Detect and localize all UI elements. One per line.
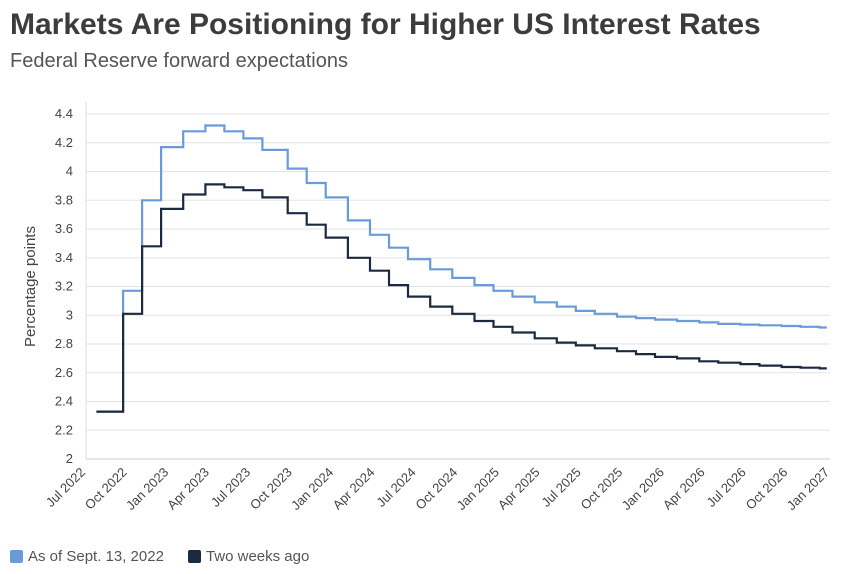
legend-label-two-weeks-ago: Two weeks ago: [205, 548, 310, 565]
x-tick-label: Jul 2026: [704, 465, 749, 510]
y-tick-label: 3.4: [55, 250, 73, 265]
chart-title: Markets Are Positioning for Higher US In…: [10, 8, 761, 41]
x-tick-label: Oct 2022: [82, 465, 130, 513]
chart-subtitle: Federal Reserve forward expectations: [10, 50, 348, 72]
x-tick-label: Oct 2023: [247, 465, 295, 513]
legend-swatch-two-weeks-ago: [187, 550, 201, 563]
y-tick-label: 3.6: [55, 221, 73, 236]
legend-item-as-of-sept-13: As of Sept. 13, 2022: [10, 548, 164, 565]
y-axis-title: Percentage points: [22, 226, 39, 347]
x-tick-label: Apr 2025: [495, 465, 543, 513]
y-tick-label: 4.4: [55, 106, 73, 121]
y-tick-label: 2.4: [55, 394, 73, 409]
x-tick-label: Apr 2024: [330, 465, 378, 513]
x-tick-label: Jan 2025: [454, 465, 502, 513]
y-tick-label: 2.8: [55, 336, 73, 351]
y-tick-label: 2: [66, 451, 73, 466]
series-line-as-of-sept-13: [96, 124, 827, 413]
legend-swatch-as-of-sept-13: [10, 550, 23, 563]
x-tick-label: Oct 2025: [578, 465, 626, 513]
x-tick-label: Apr 2023: [164, 465, 212, 513]
y-tick-label: 3.2: [55, 279, 73, 294]
x-tick-label: Jan 2024: [288, 465, 336, 513]
y-tick-label: 4: [66, 164, 73, 179]
x-tick-label: Apr 2026: [660, 465, 708, 513]
legend: As of Sept. 13, 2022 Two weeks ago: [10, 548, 309, 565]
x-tick-label: Jan 2027: [784, 465, 832, 513]
x-tick-label: Jul 2022: [43, 465, 88, 510]
y-tick-label: 3.8: [55, 192, 73, 207]
y-tick-label: 2.6: [55, 365, 73, 380]
x-tick-label: Jan 2023: [123, 465, 171, 513]
x-tick-label: Jul 2025: [538, 465, 583, 510]
x-tick-label: Oct 2024: [412, 465, 460, 513]
series-line-two-weeks-ago: [96, 183, 827, 413]
y-tick-label: 3: [66, 307, 73, 322]
x-tick-label: Jul 2024: [373, 465, 418, 510]
y-tick-label: 2.2: [55, 422, 73, 437]
x-tick-label: Oct 2026: [743, 465, 791, 513]
line-chart: 2 2.2 2.4 2.6 2.8 3 3.2 3.4 3.6 3.8 4 4.2 4.4 Jul 202…: [22, 102, 832, 513]
legend-item-two-weeks-ago: Two weeks ago: [187, 548, 310, 565]
legend-label-as-of-sept-13: As of Sept. 13, 2022: [28, 548, 164, 565]
x-tick-label: Jul 2023: [208, 465, 253, 510]
y-tick-label: 4.2: [55, 135, 73, 150]
x-tick-label: Jan 2026: [619, 465, 667, 513]
